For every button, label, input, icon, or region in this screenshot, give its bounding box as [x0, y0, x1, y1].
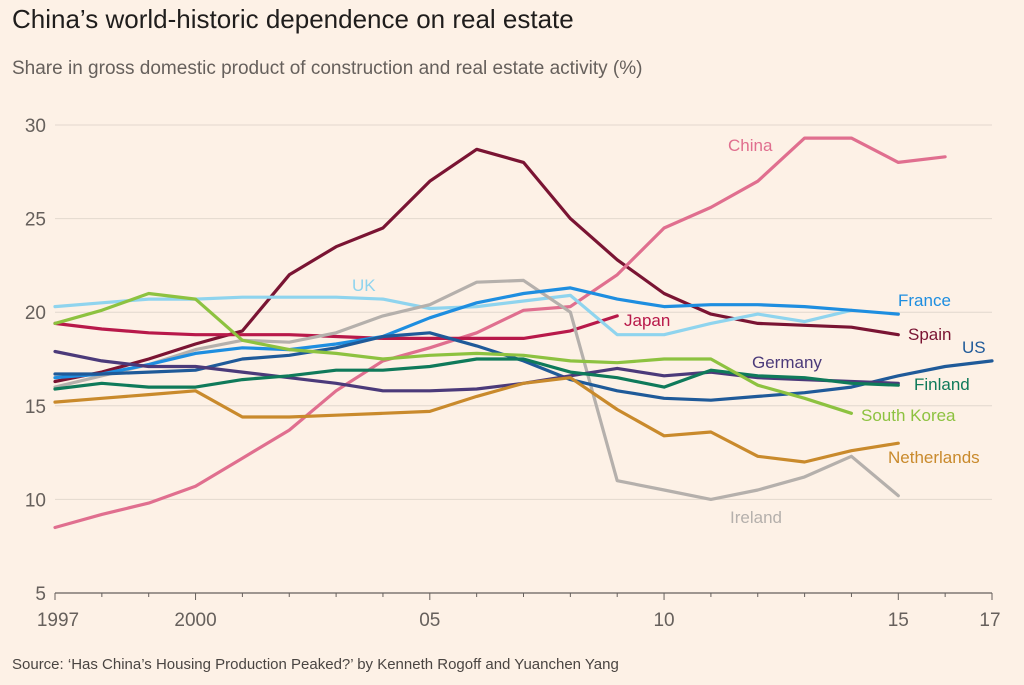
series-label-netherlands: Netherlands: [888, 448, 980, 467]
series-label-uk: UK: [352, 276, 376, 295]
series-line-ireland: [53, 278, 900, 501]
y-tick-label: 25: [25, 210, 46, 231]
series-line-uk: [53, 293, 854, 337]
y-tick-label: 20: [25, 303, 46, 324]
series-line-south-korea: [53, 291, 854, 415]
source-note: Source: ‘Has China’s Housing Production …: [12, 656, 619, 673]
x-tick-label: 2000: [174, 610, 216, 631]
x-tick-label: 15: [888, 610, 909, 631]
series-label-ireland: Ireland: [730, 508, 782, 527]
series-label-south-korea: South Korea: [861, 406, 956, 425]
chart-title: China’s world-historic dependence on rea…: [12, 4, 574, 34]
chart-subtitle: Share in gross domestic product of const…: [12, 58, 643, 79]
line-chart: 5 10 15 20 25 30 1997 2000 05 10 15 17 Spain China J…: [25, 116, 1001, 631]
x-tick-label: 1997: [37, 610, 79, 631]
series-label-us: US: [962, 338, 986, 357]
x-tick-label: 10: [653, 610, 674, 631]
series-label-france: France: [898, 291, 951, 310]
series-label-china: China: [728, 136, 773, 155]
x-axis-ticks: 1997 2000 05 10 15 17: [37, 593, 1001, 631]
series-labels: Spain China Japan UK Ireland France US Germany F…: [352, 136, 986, 527]
y-tick-label: 10: [25, 490, 46, 511]
series-line-japan: [53, 314, 619, 340]
series-line-finland: [53, 357, 900, 391]
series-line-us: [53, 331, 994, 402]
series-label-spain: Spain: [908, 325, 951, 344]
y-tick-label: 15: [25, 397, 46, 418]
series-label-germany: Germany: [752, 353, 822, 372]
y-tick-label: 5: [35, 584, 46, 605]
x-tick-label: 05: [419, 610, 440, 631]
y-axis-ticks: 5 10 15 20 25 30: [25, 116, 46, 605]
series-line-france: [53, 286, 900, 380]
x-tick-label: 17: [979, 610, 1000, 631]
series-label-japan: Japan: [624, 311, 670, 330]
y-tick-label: 30: [25, 116, 46, 137]
series-label-finland: Finland: [914, 375, 970, 394]
series-lines: [53, 136, 994, 530]
series-line-china: [53, 136, 947, 530]
series-line-netherlands: [53, 376, 900, 464]
series-line-germany: [53, 349, 900, 393]
series-line-spain: [53, 147, 900, 384]
